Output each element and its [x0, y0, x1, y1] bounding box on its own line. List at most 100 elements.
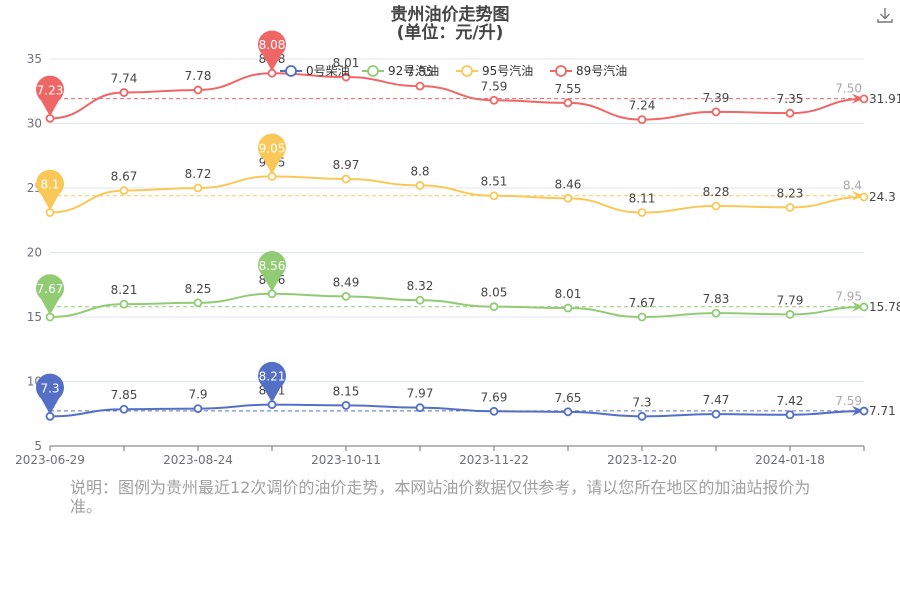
- min-marker: 7.23: [36, 75, 65, 117]
- legend-item[interactable]: 95号汽油: [456, 63, 533, 78]
- data-point: [859, 406, 869, 416]
- data-point: [785, 108, 795, 118]
- data-point: [193, 183, 203, 193]
- data-label: 7.83: [703, 292, 730, 306]
- data-point: [563, 193, 573, 203]
- download-icon[interactable]: [876, 6, 894, 24]
- pin-marker-label: 8.1: [40, 178, 59, 192]
- x-tick-label: 2023-10-11: [311, 453, 381, 467]
- min-marker: 7.67: [36, 274, 65, 315]
- data-label: 8.72: [185, 167, 212, 181]
- legend-label: 0号柴油: [306, 64, 350, 78]
- data-label: 7.24: [629, 99, 656, 113]
- data-label: 7.78: [185, 69, 212, 83]
- series-line: [49, 72, 865, 121]
- legend-item[interactable]: 92号汽油: [362, 63, 439, 78]
- data-label: 7.85: [111, 388, 138, 402]
- data-label: 8.01: [333, 56, 360, 70]
- y-tick-label: 20: [27, 246, 42, 260]
- data-point: [785, 202, 795, 212]
- legend-symbol: [285, 65, 297, 77]
- x-tick-label: 2023-08-24: [163, 453, 233, 467]
- data-label: 8.46: [555, 177, 582, 191]
- data-label: 8.15: [333, 384, 360, 398]
- series-lines: [45, 68, 869, 421]
- average-label: 8.4: [843, 179, 862, 193]
- pin-marker-label: 8.21: [259, 370, 286, 384]
- pin-marker-label: 8.56: [259, 259, 286, 273]
- data-label: 7.69: [481, 390, 508, 404]
- data-point: [785, 310, 795, 319]
- x-tick-label: 2023-12-20: [607, 453, 677, 467]
- pin-marker-shape: [258, 30, 287, 72]
- data-point: [119, 404, 129, 414]
- series-line: [49, 175, 865, 214]
- legend-item[interactable]: 0号柴油: [280, 64, 350, 78]
- data-label: 8.8: [410, 164, 429, 178]
- data-label: 7.47: [703, 393, 730, 407]
- legend-label: 92号汽油: [388, 63, 439, 78]
- data-point: [563, 98, 573, 108]
- pin-marker-label: 8.08: [259, 38, 286, 52]
- data-label: 8.01: [555, 287, 582, 301]
- pin-marker-shape: [36, 75, 65, 117]
- data-point: [341, 174, 351, 184]
- series-line: [49, 403, 865, 418]
- data-label: 7.67: [629, 296, 656, 310]
- data-label: 8.97: [333, 158, 360, 172]
- data-label: 8.67: [111, 170, 138, 184]
- data-label: 8.28: [703, 185, 730, 199]
- series-0: [45, 400, 869, 421]
- pin-marker-shape: [258, 133, 286, 175]
- average-label: 7.95: [835, 290, 862, 304]
- data-point: [489, 406, 499, 416]
- data-label: 7.74: [111, 72, 138, 86]
- legend-symbol: [461, 65, 473, 77]
- data-point: [341, 400, 351, 410]
- pin-marker-label: 7.23: [37, 83, 64, 97]
- data-point: [415, 181, 425, 190]
- pin-marker-shape: [258, 251, 286, 292]
- data-point: [489, 191, 499, 201]
- end-value-label: 24.3: [869, 190, 896, 204]
- y-tick-label: 15: [27, 310, 42, 324]
- data-point: [193, 298, 203, 308]
- max-marker: 9.05: [258, 133, 286, 175]
- legend-item[interactable]: 89号汽油: [550, 63, 627, 78]
- min-marker: 7.3: [36, 373, 65, 415]
- series-line: [49, 292, 865, 319]
- data-label: 8.32: [407, 279, 434, 293]
- legend-label: 89号汽油: [576, 63, 627, 78]
- chart-title: 贵州油价走势图: [391, 4, 510, 25]
- data-point: [489, 95, 499, 105]
- end-value-label: 31.91: [869, 92, 900, 106]
- data-label: 8.05: [481, 286, 508, 300]
- chart-subtitle: (单位：元/升): [397, 22, 504, 43]
- data-point: [637, 312, 647, 322]
- data-label: 7.85: [407, 65, 434, 79]
- data-point: [415, 403, 425, 413]
- data-point: [859, 302, 869, 312]
- series-2: [45, 171, 869, 217]
- legend-label: 95号汽油: [482, 63, 533, 78]
- legend[interactable]: 0号柴油 92号汽油 95号汽油 89号汽油: [280, 63, 627, 78]
- point-labels: 7.85 7.9 8.21 8.15 7.97 7.69 7.65 7.3 7.47 7.42 7.…: [111, 52, 900, 418]
- pin-marker-shape: [36, 169, 64, 211]
- x-tick-label: 2024-01-18: [755, 453, 825, 467]
- series-1: [45, 289, 869, 322]
- data-point: [637, 208, 647, 217]
- data-point: [711, 409, 721, 419]
- data-label: 7.3: [632, 395, 651, 409]
- data-label: 7.65: [555, 391, 582, 405]
- data-label: 7.55: [555, 82, 582, 96]
- y-tick-label: 30: [27, 117, 42, 131]
- max-marker: 8.21: [258, 361, 286, 403]
- data-label: 8.21: [111, 283, 138, 297]
- y-grid-lines: [50, 58, 864, 447]
- x-axis: 2023-06-29 2023-08-24 2023-10-11 2023-11-22…: [15, 445, 865, 467]
- min-max-markers: 7.3 8.21 7.67 8.56 8.1 9.05 7.23 8.08: [36, 30, 287, 415]
- max-marker: 8.56: [258, 251, 286, 292]
- average-label: 7.50: [835, 82, 862, 96]
- data-point: [415, 81, 425, 91]
